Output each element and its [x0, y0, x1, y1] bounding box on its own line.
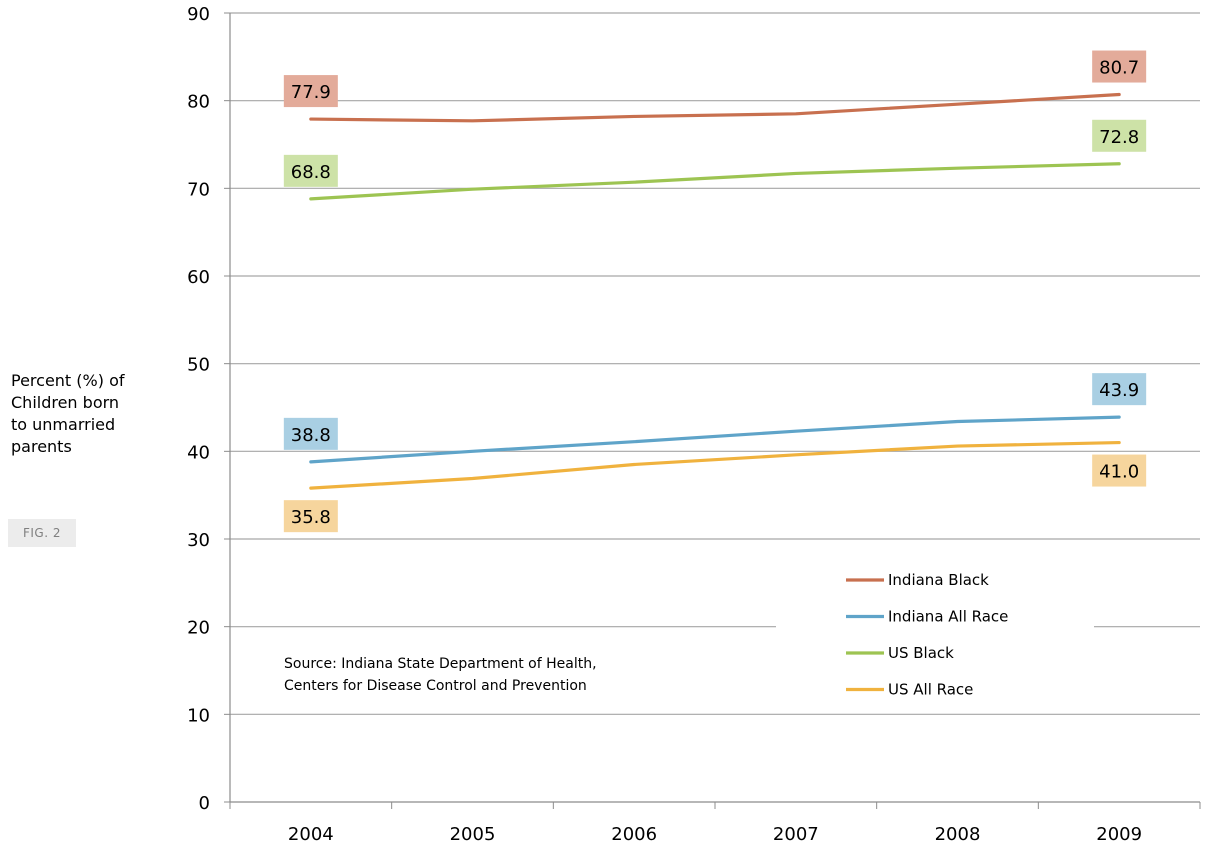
y-tick-label: 30 [187, 530, 210, 551]
data-label: 41.0 [1099, 462, 1139, 483]
data-label-box [1092, 119, 1147, 152]
y-tick-label: 80 [187, 92, 210, 113]
series-line [309, 92, 1121, 123]
y-axis-label-line: to unmarried [11, 415, 116, 434]
x-tick-label: 2007 [773, 824, 819, 845]
x-tick-label: 2004 [288, 824, 334, 845]
axes [224, 12, 1201, 809]
data-label-box [283, 417, 338, 450]
legend-label: US All Race [888, 681, 973, 699]
y-axis-label-line: Children born [11, 393, 120, 412]
data-labels: 77.9 80.7 38.8 43.9 68.8 72.8 35.8 41.0 [283, 50, 1147, 533]
y-tick-label: 10 [187, 705, 210, 726]
data-label-box [1092, 454, 1147, 487]
data-label: 68.8 [291, 162, 331, 183]
y-tick-label: 90 [187, 4, 210, 25]
x-tick-label: 2006 [611, 824, 657, 845]
series-line [309, 415, 1121, 464]
data-label-box [283, 500, 338, 533]
y-tick-label: 60 [187, 267, 210, 288]
series-line [309, 162, 1121, 201]
data-label: 80.7 [1099, 58, 1139, 79]
x-tick-labels: 2004 2005 2006 2007 2008 2009 [288, 824, 1142, 845]
x-tick-label: 2005 [450, 824, 496, 845]
data-label-box [283, 154, 338, 187]
series-line [309, 440, 1121, 490]
y-axis-label-line: parents [11, 437, 72, 456]
y-axis-label-line: Percent (%) of [11, 371, 125, 390]
series-lines [309, 92, 1121, 490]
source-line: Centers for Disease Control and Preventi… [284, 678, 587, 694]
legend-label: US Black [888, 644, 954, 662]
source-note: Source: Indiana State Department of Heal… [284, 656, 597, 694]
y-tick-label: 0 [199, 793, 210, 814]
y-tick-label: 40 [187, 442, 210, 463]
y-axis-label: Percent (%) of Children born to unmarrie… [11, 370, 151, 458]
data-label-box [1092, 50, 1147, 83]
data-label: 43.9 [1099, 380, 1139, 401]
legend-label: Indiana Black [888, 571, 989, 589]
source-line: Source: Indiana State Department of Heal… [284, 656, 597, 672]
legend-label: Indiana All Race [888, 608, 1008, 626]
data-label: 72.8 [1099, 127, 1139, 148]
y-tick-label: 50 [187, 355, 210, 376]
data-label-box [283, 75, 338, 108]
x-tick-label: 2008 [935, 824, 981, 845]
data-label: 77.9 [291, 82, 331, 103]
data-label: 38.8 [291, 425, 331, 446]
y-tick-label: 70 [187, 179, 210, 200]
legend: Indiana Black Indiana All Race US Black US … [776, 556, 1094, 706]
figure-tag: FIG. 2 [8, 519, 76, 547]
x-tick-label: 2009 [1096, 824, 1142, 845]
legend-background [776, 556, 1094, 706]
data-label-box [1092, 373, 1147, 406]
y-tick-label: 20 [187, 618, 210, 639]
data-label: 35.8 [291, 507, 331, 528]
y-tick-labels: 0 10 20 30 40 50 60 70 80 90 [187, 4, 210, 814]
